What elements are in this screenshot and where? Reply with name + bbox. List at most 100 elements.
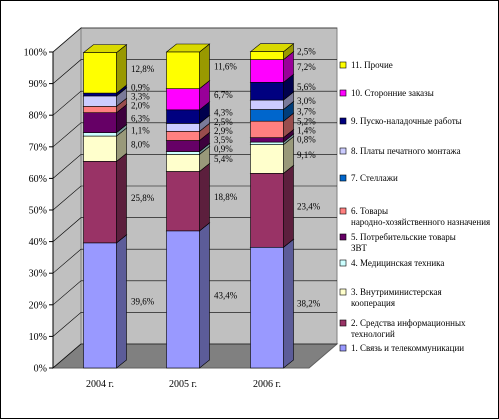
legend-item: 9. Пуско-наладочные работы	[339, 116, 462, 126]
bar-segment	[249, 238, 295, 369]
legend-item: 10. Сторонние заказы	[339, 88, 434, 98]
data-labels: 39,6%25,8%8,0%1,1%6,3%2,0%3,3%0,9%12,8%4…	[131, 47, 321, 309]
legend-label: 3. Внутриминистерская кооперация	[351, 287, 442, 308]
data-label: 4,3%	[214, 108, 233, 118]
bar-segment	[249, 43, 295, 61]
bar-segment-side	[283, 238, 294, 369]
y-tick-label: 10%	[29, 332, 47, 343]
y-tick-label: 50%	[29, 206, 47, 217]
data-label: 18,8%	[214, 192, 238, 202]
legend-swatch	[339, 288, 347, 296]
bar-segment	[82, 234, 128, 369]
data-label: 1,4%	[297, 125, 316, 135]
data-label: 3,7%	[297, 106, 316, 116]
data-label: 5,6%	[297, 82, 316, 92]
data-label: 7,2%	[297, 62, 316, 72]
bar-segment-side	[116, 44, 127, 94]
bar-segment-front	[166, 151, 200, 155]
data-label: 39,6%	[131, 296, 155, 306]
bar-segment-front	[83, 132, 117, 137]
legend-label: 2. Средства информационных технологий	[351, 318, 466, 339]
legend-label: 8. Платы печатного монтажа	[351, 146, 461, 156]
bar-segment-front	[250, 82, 284, 101]
legend-label: 6. Товары народно-хозяйственного назначен…	[351, 206, 490, 227]
bar-segment-front	[250, 59, 284, 83]
data-label: 6,7%	[214, 90, 233, 100]
bar-segment-side	[283, 164, 294, 248]
data-label: 3,0%	[297, 96, 316, 106]
bar-segment-front	[83, 52, 117, 94]
data-label: 9,1%	[297, 150, 316, 160]
data-label: 43,4%	[214, 290, 238, 300]
data-label: 2,5%	[297, 47, 316, 57]
bar-segment-front	[166, 88, 200, 111]
legend-item: 5. Потребительские товары ЗВТ	[339, 232, 456, 253]
data-label: 2,5%	[214, 117, 233, 127]
bar-segment	[249, 164, 295, 248]
bar-segment-front	[83, 112, 117, 133]
bar-segment-front	[250, 144, 284, 174]
bar-segment	[82, 44, 128, 94]
legend-label: 5. Потребительские товары ЗВТ	[351, 232, 456, 253]
data-label: 3,3%	[131, 92, 150, 102]
data-label: 2,0%	[131, 101, 150, 111]
bar-segment-front	[83, 95, 117, 107]
bar-segment-front	[83, 135, 117, 162]
legend-label: 4. Медицинская техника	[351, 258, 444, 268]
legend: 11. Прочие 10. Сторонние заказы 9. Пуско-н…	[339, 60, 490, 353]
data-label: 0,9%	[131, 83, 150, 93]
data-label: 11,6%	[214, 61, 237, 71]
data-label: 8,0%	[131, 140, 150, 150]
legend-swatch	[339, 344, 347, 352]
y-tick-label: 80%	[29, 111, 47, 122]
legend-item: 3. Внутриминистерская кооперация	[339, 287, 442, 308]
data-label: 25,8%	[131, 193, 155, 203]
legend-label: 1. Связь и телекоммуникации	[351, 343, 464, 353]
bar-segment-front	[250, 120, 284, 138]
data-label: 5,4%	[214, 154, 233, 164]
bar-segment-front	[250, 99, 284, 110]
legend-item: 4. Медицинская техника	[339, 258, 444, 268]
y-tick-label: 90%	[29, 79, 47, 90]
legend-item: 11. Прочие	[339, 60, 393, 70]
y-tick-label: 20%	[29, 300, 47, 311]
y-tick-label: 60%	[29, 174, 47, 185]
bar-segment-front	[166, 131, 200, 141]
data-label: 2,9%	[214, 126, 233, 136]
bar-segment-front	[250, 173, 284, 248]
bar-segment-front	[166, 171, 200, 232]
legend-label: 11. Прочие	[351, 60, 393, 70]
bar-segment-side	[116, 152, 127, 244]
bar-segment-front	[166, 154, 200, 172]
legend-item: 2. Средства информационных технологий	[339, 318, 466, 339]
legend-label: 10. Сторонние заказы	[351, 88, 434, 98]
x-tick-label: 2004 г.	[86, 379, 114, 390]
data-label: 23,4%	[297, 201, 321, 211]
x-axis-labels: 2004 г. 2005 г. 2006 г.	[86, 379, 281, 390]
legend-item: 1. Связь и телекоммуникации	[339, 343, 464, 353]
data-label: 1,1%	[131, 125, 150, 135]
bar-segment-front	[166, 109, 200, 124]
bar-segment-side	[199, 222, 210, 369]
bar-segment-front	[250, 137, 284, 143]
y-tick-label: 30%	[29, 269, 47, 280]
legend-item: 8. Платы печатного монтажа	[339, 146, 461, 156]
y-tick-label: 70%	[29, 142, 47, 153]
data-label: 3,5%	[214, 135, 233, 145]
legend-swatch	[339, 147, 347, 155]
legend-label: 7. Стеллажи	[351, 173, 398, 183]
bar-segment	[165, 162, 211, 232]
bar-segment	[165, 43, 211, 90]
x-tick-label: 2006 г.	[253, 379, 281, 390]
legend-item: 6. Товары народно-хозяйственного назначен…	[339, 206, 490, 227]
legend-swatch	[339, 89, 347, 97]
data-label: 12,8%	[131, 64, 155, 74]
x-tick-label: 2005 г.	[169, 379, 197, 390]
bar-segment-front	[83, 106, 117, 113]
bar-segment-front	[250, 51, 284, 60]
bar-segment-front	[166, 51, 200, 89]
legend-swatch	[339, 117, 347, 125]
y-tick-label: 40%	[29, 237, 47, 248]
bar-segment-front	[166, 140, 200, 152]
